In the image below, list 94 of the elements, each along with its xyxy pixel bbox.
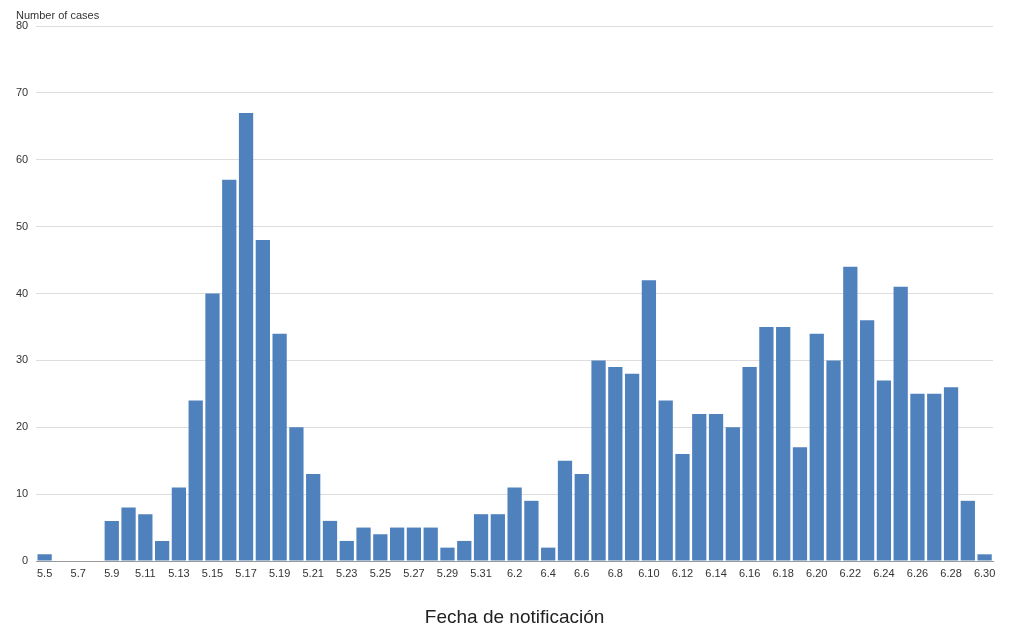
bar xyxy=(608,367,623,561)
bar xyxy=(507,487,522,561)
bar xyxy=(675,454,690,561)
x-tick-label: 6.20 xyxy=(806,566,828,579)
bar xyxy=(37,554,52,561)
bar xyxy=(289,427,304,561)
bar xyxy=(171,487,187,561)
bar xyxy=(893,286,908,561)
x-tick-label: 6.22 xyxy=(839,566,862,579)
bar xyxy=(927,393,942,561)
bar xyxy=(541,547,556,561)
bar xyxy=(859,320,875,561)
bar xyxy=(154,540,170,561)
bar xyxy=(272,333,287,561)
x-tick-label: 6.14 xyxy=(705,566,727,579)
bar xyxy=(389,527,405,561)
x-tick-label: 5.31 xyxy=(470,566,492,579)
x-tick-label: 6.26 xyxy=(906,566,929,579)
bar xyxy=(557,460,573,561)
y-tick-label: 80 xyxy=(15,19,29,32)
bar xyxy=(658,400,673,561)
x-tick-label: 5.5 xyxy=(36,566,53,579)
x-tick-label: 5.17 xyxy=(235,566,257,579)
bar xyxy=(574,474,589,561)
bar xyxy=(490,514,505,561)
x-tick-label: 6.4 xyxy=(540,566,556,579)
y-tick-label: 70 xyxy=(15,85,29,98)
x-tick-label: 6.30 xyxy=(973,566,996,579)
bar xyxy=(138,514,153,561)
bar xyxy=(692,413,707,561)
bar xyxy=(238,112,254,561)
bar xyxy=(306,474,321,561)
x-tick-label: 5.13 xyxy=(168,566,190,579)
bar xyxy=(708,413,724,561)
bar xyxy=(641,280,657,561)
bar xyxy=(457,540,472,561)
bar xyxy=(339,540,354,561)
x-tick-label: 5.7 xyxy=(70,566,86,579)
bar xyxy=(406,527,422,561)
bar xyxy=(943,387,959,561)
x-tick-label: 6.24 xyxy=(873,566,895,579)
x-tick-label: 6.12 xyxy=(671,566,694,579)
bar xyxy=(792,447,808,561)
x-tick-label: 5.9 xyxy=(104,566,120,579)
y-tick-label: 50 xyxy=(15,219,29,232)
bar xyxy=(742,367,757,561)
x-tick-label: 6.2 xyxy=(506,566,523,579)
bar xyxy=(876,380,892,561)
bar xyxy=(977,554,992,561)
bar xyxy=(843,266,858,561)
x-tick-label: 6.6 xyxy=(574,566,590,579)
bar xyxy=(373,534,388,561)
x-tick-label: 5.27 xyxy=(403,566,425,579)
bar xyxy=(524,500,539,561)
bar xyxy=(322,520,338,561)
bar xyxy=(255,240,270,561)
bar xyxy=(809,333,824,561)
bar xyxy=(205,293,220,561)
x-axis-title: Fecha de notificación xyxy=(424,605,605,627)
x-tick-label: 6.16 xyxy=(738,566,761,579)
x-tick-label: 5.19 xyxy=(268,566,291,579)
y-tick-label: 20 xyxy=(15,420,29,433)
x-tick-label: 6.18 xyxy=(772,566,794,579)
bar xyxy=(121,507,136,561)
bar xyxy=(222,179,237,561)
bar xyxy=(960,500,975,561)
x-tick-label: 5.29 xyxy=(436,566,459,579)
bar xyxy=(188,400,203,561)
x-tick-label: 6.8 xyxy=(607,566,623,579)
x-tick-label: 6.10 xyxy=(638,566,660,579)
x-tick-label: 5.11 xyxy=(135,566,156,579)
bar xyxy=(356,527,371,561)
x-tick-label: 5.23 xyxy=(336,566,358,579)
bar xyxy=(725,427,740,561)
bar xyxy=(910,393,925,561)
bar xyxy=(759,326,774,561)
bar xyxy=(104,520,119,561)
bar xyxy=(624,373,640,561)
bar xyxy=(591,360,606,561)
bar xyxy=(423,527,438,561)
y-tick-label: 0 xyxy=(22,554,29,567)
bar xyxy=(826,360,841,561)
x-tick-label: 5.25 xyxy=(369,566,392,579)
x-tick-label: 6.28 xyxy=(940,566,962,579)
y-tick-label: 10 xyxy=(15,487,29,500)
x-tick-label: 5.15 xyxy=(201,566,224,579)
bar xyxy=(473,514,489,561)
y-tick-label: 40 xyxy=(15,286,29,299)
bar xyxy=(776,326,791,561)
x-tick-label: 5.21 xyxy=(302,566,324,579)
y-axis-title: Number of cases xyxy=(16,8,100,21)
bar xyxy=(440,547,455,561)
y-tick-label: 30 xyxy=(15,353,29,366)
y-tick-label: 60 xyxy=(15,152,29,165)
